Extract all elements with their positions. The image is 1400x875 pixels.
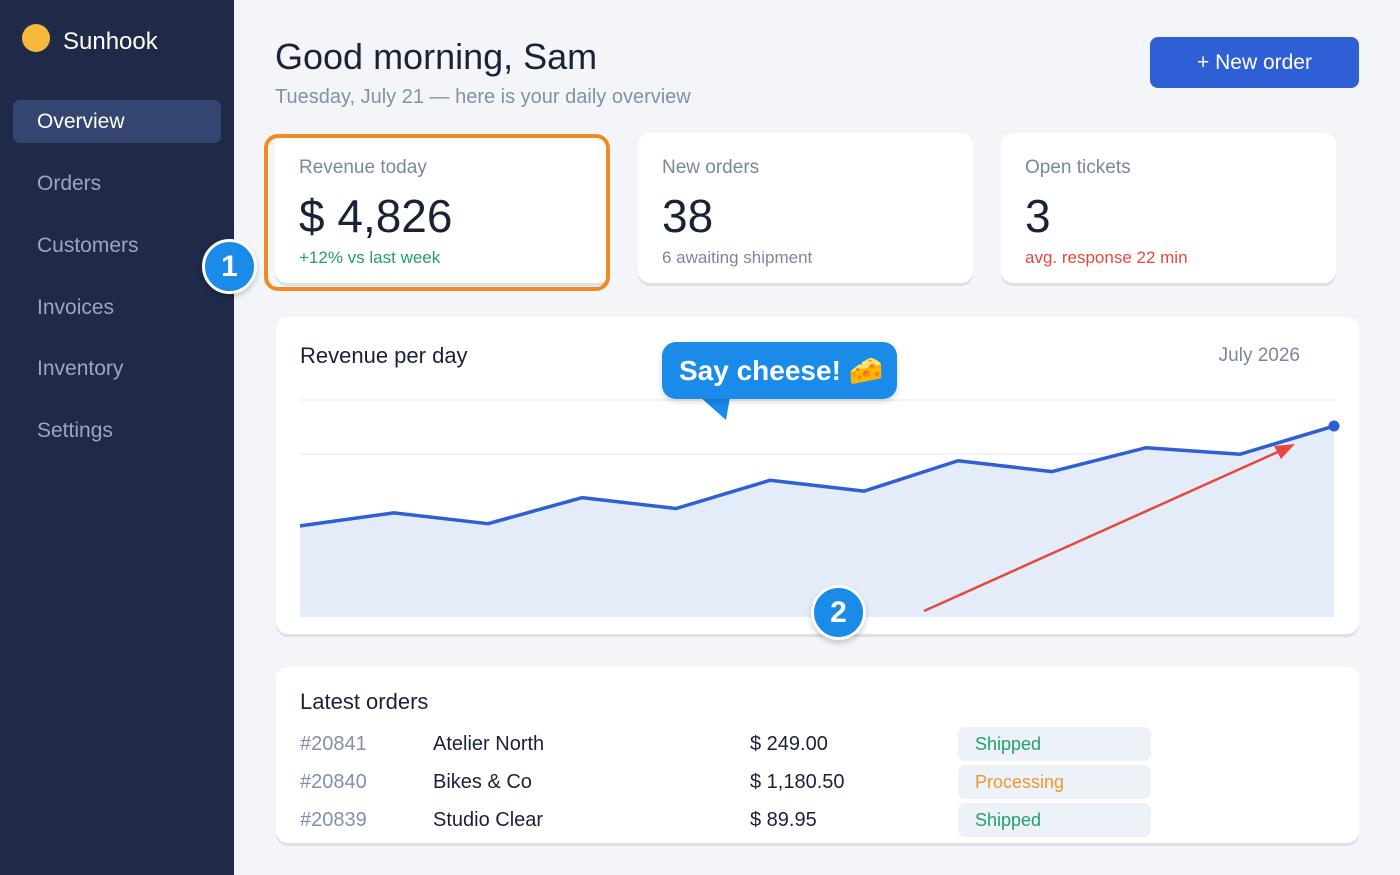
order-id[interactable]: #20839 xyxy=(300,809,367,831)
order-id[interactable]: #20841 xyxy=(300,733,367,755)
stat-value: 38 xyxy=(662,190,714,242)
brand-name: Sunhook xyxy=(63,28,158,55)
sidebar: Sunhook Overview Orders Customers Invoic… xyxy=(0,0,234,875)
sidebar-item-orders[interactable]: Orders xyxy=(37,172,102,195)
revenue-chart xyxy=(299,399,1340,617)
highlight-box xyxy=(264,134,610,291)
stat-label: Revenue today xyxy=(299,157,427,178)
order-amount: $ 249.00 xyxy=(750,733,828,755)
order-id[interactable]: #20840 xyxy=(300,771,367,793)
chart-area xyxy=(300,426,1334,617)
sun-logo-icon xyxy=(22,24,50,52)
chart-period[interactable]: July 2026 xyxy=(1218,345,1300,366)
order-customer: Atelier North xyxy=(433,733,545,755)
latest-orders-card: Latest orders #20841 Atelier North $ 249… xyxy=(276,667,1359,843)
stat-value: 3 xyxy=(1025,190,1051,242)
orders-title: Latest orders xyxy=(300,689,429,714)
speech-bubble: Say cheese! 🧀 xyxy=(662,342,897,399)
order-customer: Studio Clear xyxy=(433,809,544,831)
sidebar-item-overview[interactable]: Overview xyxy=(13,100,221,143)
brand[interactable]: Sunhook xyxy=(22,24,158,56)
stat-card-open-tickets: Open tickets 3 avg. response 22 min xyxy=(1001,133,1336,283)
order-amount: $ 89.95 xyxy=(750,809,817,831)
sidebar-item-invoices[interactable]: Invoices xyxy=(37,296,115,319)
order-amount: $ 1,180.50 xyxy=(750,771,845,793)
revenue-chart-card: Revenue per day July 2026 xyxy=(276,317,1359,634)
stat-value: $ 4,826 xyxy=(299,190,453,242)
order-customer: Bikes & Co xyxy=(433,771,532,793)
step-badge-1: 1 xyxy=(202,239,257,294)
status-badge: Shipped xyxy=(958,727,1151,761)
stat-label: New orders xyxy=(662,157,760,178)
status-badge: Shipped xyxy=(958,803,1151,837)
table-row[interactable]: #20840 Bikes & Co $ 1,180.50 Processing xyxy=(276,765,1359,803)
annotation-arrow-line xyxy=(923,449,1281,613)
stat-card-new-orders: New orders 38 6 awaiting shipment xyxy=(638,133,973,283)
stat-note: +12% vs last week xyxy=(299,248,441,267)
stat-card-revenue: Revenue today $ 4,826 +12% vs last week xyxy=(275,133,610,283)
page-title: Good morning, Sam xyxy=(275,36,598,77)
stat-note: 6 awaiting shipment xyxy=(662,248,813,267)
page-subtitle: Tuesday, July 21 — here is your daily ov… xyxy=(275,86,691,108)
new-order-button[interactable]: + New order xyxy=(1150,37,1359,88)
stat-label: Open tickets xyxy=(1025,157,1131,178)
sidebar-item-customers[interactable]: Customers xyxy=(37,234,139,257)
table-row[interactable]: #20839 Studio Clear $ 89.95 Shipped xyxy=(276,803,1359,841)
sidebar-item-inventory[interactable]: Inventory xyxy=(37,357,124,380)
sidebar-item-settings[interactable]: Settings xyxy=(37,419,113,442)
bubble-tail xyxy=(700,397,730,420)
chart-point xyxy=(1328,420,1340,432)
stat-note: avg. response 22 min xyxy=(1025,248,1188,267)
table-row[interactable]: #20841 Atelier North $ 249.00 Shipped xyxy=(276,727,1359,765)
annotation-arrow-head xyxy=(1274,444,1295,459)
chart-line xyxy=(299,424,1335,528)
status-badge: Processing xyxy=(958,765,1151,799)
chart-title: Revenue per day xyxy=(300,343,468,368)
step-badge-2: 2 xyxy=(811,585,866,640)
